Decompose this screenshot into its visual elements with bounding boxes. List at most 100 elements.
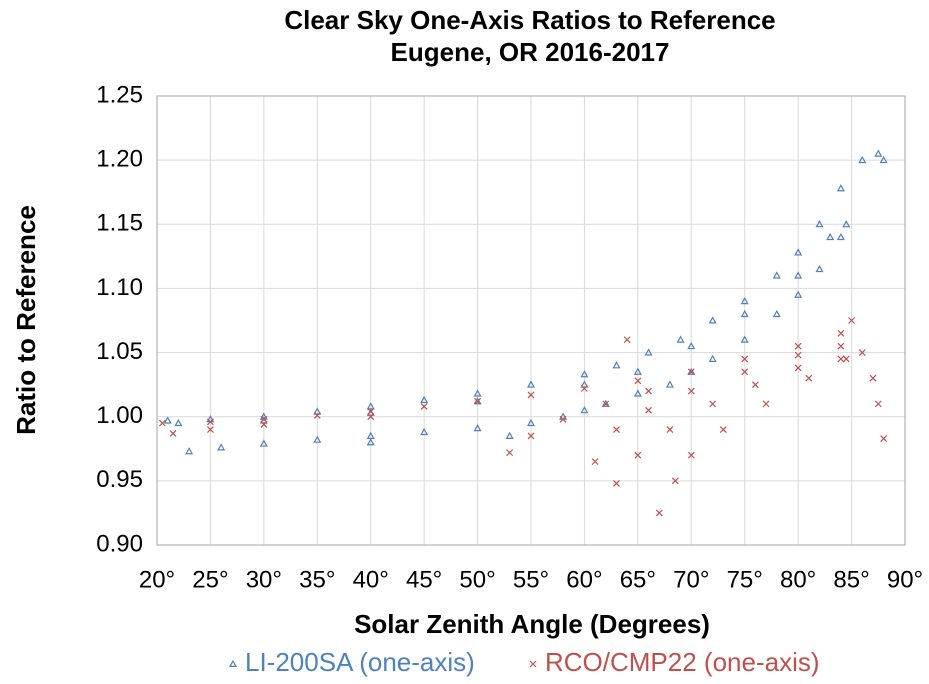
legend-label: LI-200SA (one-axis) bbox=[245, 647, 475, 677]
point bbox=[719, 426, 727, 433]
point bbox=[837, 342, 845, 350]
x-tick-label: 20° bbox=[139, 566, 175, 593]
point bbox=[473, 389, 482, 397]
point bbox=[366, 438, 375, 446]
plot-border bbox=[156, 95, 906, 546]
point bbox=[473, 397, 482, 405]
point bbox=[880, 435, 888, 442]
point bbox=[740, 335, 749, 343]
point bbox=[623, 336, 631, 344]
point bbox=[709, 400, 717, 408]
point bbox=[217, 443, 226, 451]
point bbox=[529, 660, 537, 668]
point bbox=[794, 364, 802, 372]
point bbox=[474, 397, 481, 405]
point bbox=[836, 184, 845, 192]
x-tick-label: 55° bbox=[513, 566, 549, 593]
point bbox=[633, 389, 642, 397]
point bbox=[687, 451, 695, 459]
x-tick-label: 70° bbox=[673, 566, 709, 593]
point bbox=[602, 400, 610, 408]
point bbox=[815, 264, 824, 273]
point bbox=[740, 309, 749, 318]
point bbox=[581, 385, 588, 392]
y-tick-label: 1.00 bbox=[96, 402, 143, 429]
point bbox=[858, 155, 867, 164]
y-tick-label: 0.90 bbox=[96, 530, 143, 557]
point bbox=[741, 368, 749, 376]
point bbox=[473, 424, 482, 432]
x-tick-label: 25° bbox=[192, 566, 228, 593]
point bbox=[836, 232, 845, 241]
point bbox=[842, 355, 850, 363]
point bbox=[526, 418, 536, 427]
point bbox=[420, 395, 429, 404]
point bbox=[676, 335, 685, 343]
point bbox=[794, 342, 802, 350]
point bbox=[848, 317, 855, 324]
point bbox=[837, 329, 845, 337]
point bbox=[633, 367, 642, 375]
point bbox=[367, 408, 375, 416]
y-tick-label: 0.95 bbox=[96, 466, 143, 493]
point bbox=[687, 387, 695, 395]
point bbox=[260, 420, 268, 428]
point bbox=[313, 407, 322, 415]
point bbox=[207, 418, 214, 426]
chart-title: Clear Sky One-Axis Ratios to Reference bbox=[284, 5, 775, 35]
point bbox=[741, 355, 749, 363]
x-axis-title: Solar Zenith Angle (Degrees) bbox=[354, 609, 710, 639]
x-tick-label: 35° bbox=[299, 566, 335, 593]
x-tick-label: 80° bbox=[780, 566, 816, 593]
point bbox=[580, 406, 589, 414]
point bbox=[367, 413, 375, 421]
point bbox=[687, 368, 695, 376]
point bbox=[794, 351, 802, 359]
point bbox=[527, 391, 535, 399]
point bbox=[666, 426, 674, 433]
point bbox=[794, 248, 803, 256]
point bbox=[559, 415, 567, 423]
point bbox=[815, 220, 824, 228]
y-axis-title: Ratio to Reference bbox=[11, 205, 41, 435]
point bbox=[259, 439, 268, 447]
point bbox=[645, 387, 652, 395]
y-tick-label: 1.10 bbox=[96, 274, 143, 301]
point bbox=[527, 432, 535, 440]
point bbox=[645, 406, 652, 414]
point bbox=[612, 361, 621, 369]
point bbox=[591, 458, 599, 466]
point bbox=[708, 354, 717, 362]
point bbox=[158, 419, 166, 427]
point bbox=[505, 431, 514, 439]
x-tick-label: 90° bbox=[887, 566, 923, 593]
point bbox=[740, 297, 749, 305]
point bbox=[228, 659, 238, 667]
point bbox=[751, 381, 759, 389]
point bbox=[613, 426, 620, 433]
x-tick-label: 50° bbox=[459, 566, 495, 593]
point bbox=[506, 449, 514, 457]
x-tick-label: 75° bbox=[727, 566, 763, 593]
x-tick-label: 30° bbox=[246, 566, 282, 593]
point bbox=[644, 348, 653, 356]
point bbox=[580, 380, 589, 388]
point bbox=[260, 415, 268, 423]
point bbox=[420, 427, 429, 436]
point bbox=[420, 403, 428, 410]
point bbox=[163, 416, 172, 424]
point bbox=[794, 290, 803, 298]
x-tick-label: 40° bbox=[353, 566, 389, 593]
point bbox=[601, 399, 610, 407]
point bbox=[634, 377, 642, 385]
point bbox=[687, 341, 696, 350]
point bbox=[762, 400, 770, 408]
y-tick-label: 1.20 bbox=[96, 145, 143, 172]
point bbox=[580, 370, 589, 378]
point bbox=[613, 479, 620, 487]
point bbox=[671, 477, 679, 485]
chart-subtitle: Eugene, OR 2016-2017 bbox=[391, 37, 670, 67]
point bbox=[826, 232, 835, 241]
y-tick-label: 1.15 bbox=[96, 210, 143, 237]
point bbox=[874, 400, 882, 408]
